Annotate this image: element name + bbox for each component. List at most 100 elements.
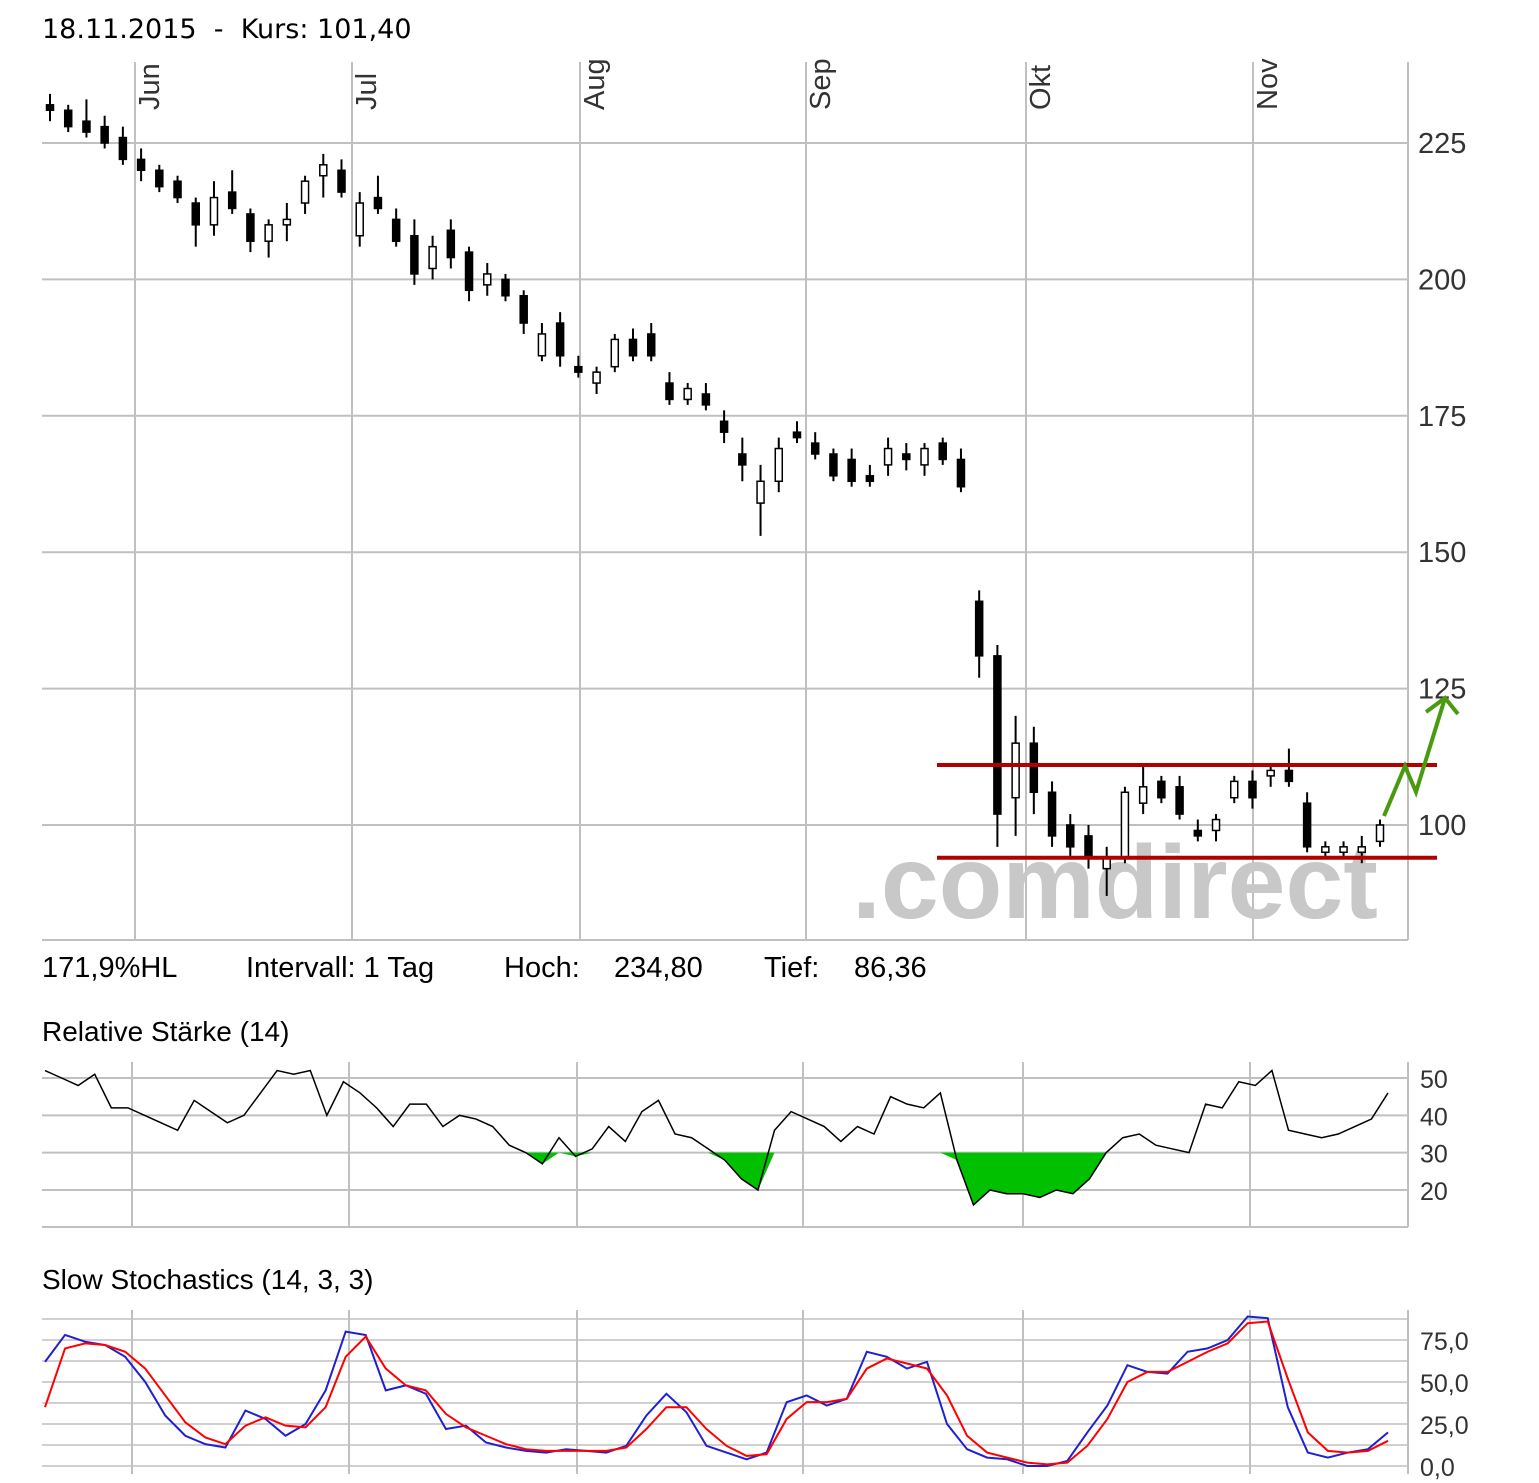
x-tick-label: Sep	[805, 58, 837, 110]
stoch-y-tick-label: 50,0	[1420, 1370, 1469, 1398]
candle-body	[464, 251, 474, 292]
candle-body	[628, 338, 638, 357]
rsi-title: Relative Stärke (14)	[42, 1016, 290, 1047]
candle-body	[373, 196, 383, 210]
watermark-logo: .comdirect	[852, 825, 1378, 941]
rsi-oversold-fill	[940, 1152, 1107, 1205]
stoch-y-tick-label: 0,0	[1420, 1454, 1455, 1482]
rsi-line	[44, 1069, 1389, 1207]
candle-body	[920, 447, 929, 466]
candle-body	[1175, 786, 1184, 815]
candle-body	[337, 169, 346, 193]
kurs-value: 101,40	[317, 14, 412, 45]
candle-body	[1266, 769, 1275, 777]
candle-body	[155, 169, 164, 188]
candle-body	[1138, 786, 1148, 804]
stoch-title: Slow Stochastics (14, 3, 3)	[42, 1264, 374, 1295]
header-separator: -	[213, 14, 224, 45]
candle-body	[810, 442, 820, 455]
candle-body	[82, 120, 91, 133]
candle-body	[537, 333, 547, 357]
projection-arrow	[1382, 697, 1447, 817]
x-tick-label: Nov	[1252, 58, 1284, 110]
candle-body	[1248, 780, 1257, 799]
candle-body	[683, 387, 692, 401]
rsi-oversold-fill	[525, 1152, 559, 1164]
candle-body	[45, 104, 55, 112]
interval-stat: Intervall: 1 Tag	[246, 952, 435, 984]
candle-body	[1029, 742, 1039, 794]
candle-body	[355, 202, 364, 237]
candle-body	[993, 655, 1002, 815]
candle-body	[1084, 835, 1093, 859]
stoch-d-line	[44, 1320, 1389, 1466]
y-tick-label: 100	[1418, 810, 1466, 842]
candle-body	[974, 600, 984, 657]
rsi-y-tick-label: 40	[1420, 1103, 1448, 1131]
low-value: 86,36	[854, 952, 927, 984]
stoch-y-tick-label: 75,0	[1420, 1328, 1469, 1356]
rsi-oversold-fill	[708, 1152, 775, 1190]
candle-body	[428, 245, 437, 270]
candle-body	[738, 453, 747, 466]
candle-body	[883, 447, 893, 466]
high-value: 234,80	[614, 952, 703, 984]
candle-body	[902, 453, 911, 461]
x-tick-label: Aug	[579, 58, 611, 110]
candle-body	[1284, 769, 1294, 783]
candle-body	[701, 393, 711, 406]
candle-body	[1011, 742, 1020, 799]
candle-body	[227, 191, 237, 210]
stoch-k-line	[44, 1315, 1389, 1467]
candle-body	[1066, 824, 1075, 848]
candle-body	[300, 180, 310, 204]
candle-body	[774, 447, 784, 483]
x-tick-label: Jul	[351, 73, 383, 110]
candle-body	[209, 196, 219, 226]
candle-body	[756, 480, 765, 504]
candle-body	[1211, 818, 1221, 832]
x-tick-label: Okt	[1025, 65, 1057, 110]
x-tick-label: Jun	[134, 63, 166, 110]
candle-body	[1302, 802, 1312, 848]
candle-body	[173, 180, 182, 199]
candle-body	[719, 420, 729, 433]
candle-body	[646, 333, 656, 357]
candle-body	[1120, 791, 1130, 859]
candle-body	[555, 322, 565, 357]
candle-body	[391, 218, 401, 242]
y-tick-label: 200	[1418, 264, 1466, 296]
rsi-y-tick-label: 50	[1420, 1066, 1448, 1094]
candle-body	[1321, 846, 1330, 854]
candle-body	[665, 382, 674, 401]
rsi-y-tick-label: 20	[1420, 1178, 1448, 1206]
candle-body	[865, 475, 875, 483]
candle-body	[1229, 780, 1239, 799]
candle-body	[1375, 824, 1385, 843]
candle-body	[410, 235, 419, 275]
candle-body	[1357, 846, 1367, 854]
candle-body	[847, 458, 856, 483]
candle-body	[610, 338, 620, 368]
candle-body	[501, 278, 510, 297]
high-label: Hoch:	[504, 952, 580, 984]
kurs-label: Kurs:	[240, 14, 309, 45]
candle-body	[829, 453, 838, 477]
candle-body	[446, 229, 456, 259]
candle-body	[319, 164, 328, 177]
candle-body	[136, 158, 146, 172]
candle-body	[63, 109, 73, 128]
candle-body	[792, 431, 802, 439]
rsi-y-tick-label: 30	[1420, 1141, 1448, 1169]
candle-body	[574, 365, 583, 373]
date-label: 18.11.2015	[42, 14, 197, 45]
candle-body	[519, 295, 528, 324]
candle-body	[1339, 846, 1348, 854]
y-tick-label: 225	[1418, 128, 1466, 160]
range-stat: 171,9%HL	[42, 952, 178, 984]
candle-body	[264, 224, 273, 242]
low-label: Tief:	[764, 952, 820, 984]
candle-body	[592, 371, 601, 384]
candle-body	[100, 125, 109, 144]
y-tick-label: 150	[1418, 537, 1466, 569]
